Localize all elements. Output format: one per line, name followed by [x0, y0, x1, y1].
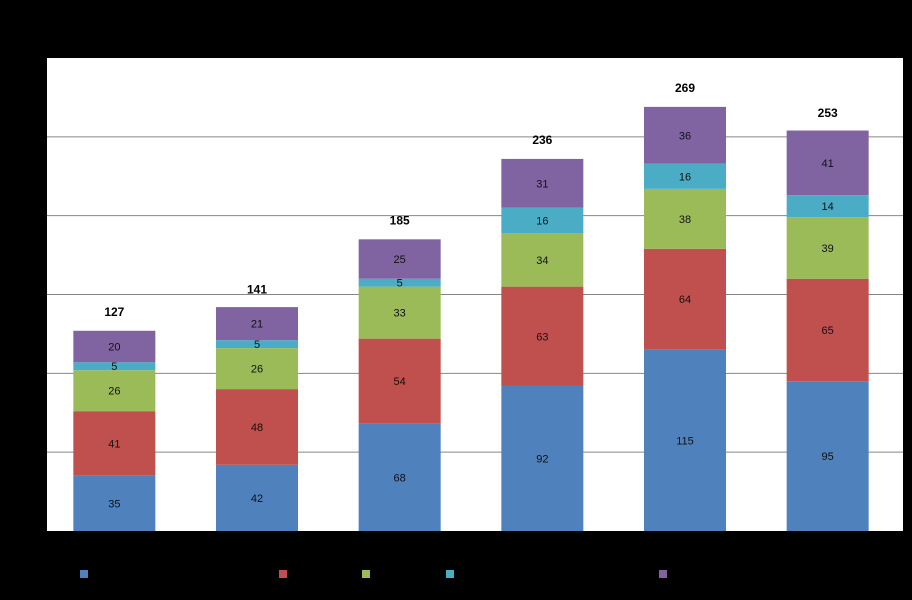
bar-total-label: 127 — [104, 305, 124, 319]
segment-value-label: 5 — [111, 361, 117, 373]
segment-value-label: 25 — [394, 254, 406, 266]
bar-segment-s1-c2 — [358, 338, 441, 424]
bar-total-label: 141 — [247, 283, 267, 297]
segment-value-label: 41 — [822, 158, 834, 170]
segment-value-label: 92 — [536, 453, 548, 465]
segment-value-label: 48 — [251, 422, 263, 434]
segment-value-label: 54 — [394, 376, 406, 388]
segment-value-label: 20 — [108, 342, 120, 354]
bar-segment-s2-c2 — [358, 286, 441, 339]
segment-value-label: 34 — [536, 255, 548, 267]
legend-swatch-3 — [446, 570, 454, 578]
bar-segment-s2-c1 — [216, 348, 298, 390]
bar-segment-s1-c4 — [644, 248, 726, 350]
bar-segment-s4-c5 — [786, 130, 869, 196]
bar-total-label: 236 — [532, 133, 552, 147]
bar-segment-s0-c3 — [501, 385, 584, 531]
legend-swatch-0 — [80, 570, 88, 578]
bar-segment-s0-c2 — [358, 423, 441, 531]
segment-value-label: 5 — [397, 278, 403, 290]
segment-value-label: 26 — [251, 364, 263, 376]
bar-segment-s3-c3 — [501, 207, 584, 234]
bar-segment-s1-c3 — [501, 286, 584, 386]
bar-segment-s3-c0 — [73, 362, 156, 371]
bar-segment-s0-c4 — [644, 349, 726, 531]
bar-segment-s2-c4 — [644, 188, 726, 249]
bar-segment-s4-c1 — [216, 307, 298, 341]
segment-value-label: 21 — [251, 319, 263, 331]
segment-value-label: 68 — [394, 472, 406, 484]
gridlines — [47, 136, 903, 453]
segment-value-label: 38 — [679, 214, 691, 226]
segment-value-label: 65 — [822, 325, 834, 337]
bar-total-label: 269 — [675, 81, 695, 95]
bar-segment-s1-c1 — [216, 389, 298, 465]
bar-segment-s4-c2 — [358, 239, 441, 279]
bar-segment-s3-c4 — [644, 163, 726, 189]
bar-segment-s3-c1 — [216, 340, 298, 349]
segment-value-label: 26 — [108, 386, 120, 398]
data-labels: 35 41 26 5 20 42 48 26 5 21 68 54 33 5 25 92 63 34 16 31 115… — [108, 130, 834, 510]
segment-value-label: 63 — [536, 331, 548, 343]
bar-total-label: 253 — [818, 106, 838, 120]
segment-value-label: 42 — [251, 493, 263, 505]
bar-total-label: 185 — [390, 213, 410, 227]
segment-value-label: 5 — [254, 339, 260, 351]
segment-value-label: 95 — [822, 451, 834, 463]
segment-value-label: 35 — [108, 498, 120, 510]
bars — [73, 106, 869, 531]
segment-value-label: 64 — [679, 294, 691, 306]
legend — [80, 570, 667, 578]
segment-value-label: 39 — [822, 243, 834, 255]
bar-segment-s1-c5 — [786, 278, 869, 382]
bar-segment-s0-c1 — [216, 464, 298, 531]
bar-segment-s3-c5 — [786, 195, 869, 218]
legend-swatch-2 — [362, 570, 370, 578]
segment-value-label: 115 — [676, 435, 694, 447]
segment-value-label: 41 — [108, 438, 120, 450]
bar-segment-s0-c0 — [73, 475, 156, 531]
bar-segment-s4-c4 — [644, 106, 726, 164]
total-labels: 127 141 185 236 269 253 — [104, 81, 838, 319]
segment-value-label: 16 — [536, 215, 548, 227]
bar-segment-s2-c5 — [786, 217, 869, 279]
segment-value-label: 14 — [822, 201, 834, 213]
segment-value-label: 16 — [679, 171, 691, 183]
legend-swatch-1 — [279, 570, 287, 578]
bar-segment-s3-c2 — [358, 278, 441, 287]
bar-segment-s2-c3 — [501, 233, 584, 287]
segment-value-label: 31 — [536, 178, 548, 190]
segment-value-label: 33 — [394, 308, 406, 320]
bar-segment-s4-c3 — [501, 158, 584, 208]
legend-swatch-4 — [659, 570, 667, 578]
bar-segment-s4-c0 — [73, 330, 156, 363]
segment-value-label: 36 — [679, 130, 691, 142]
bar-segment-s1-c0 — [73, 411, 156, 476]
bar-segment-s0-c5 — [786, 381, 869, 531]
bar-segment-s2-c0 — [73, 370, 156, 412]
